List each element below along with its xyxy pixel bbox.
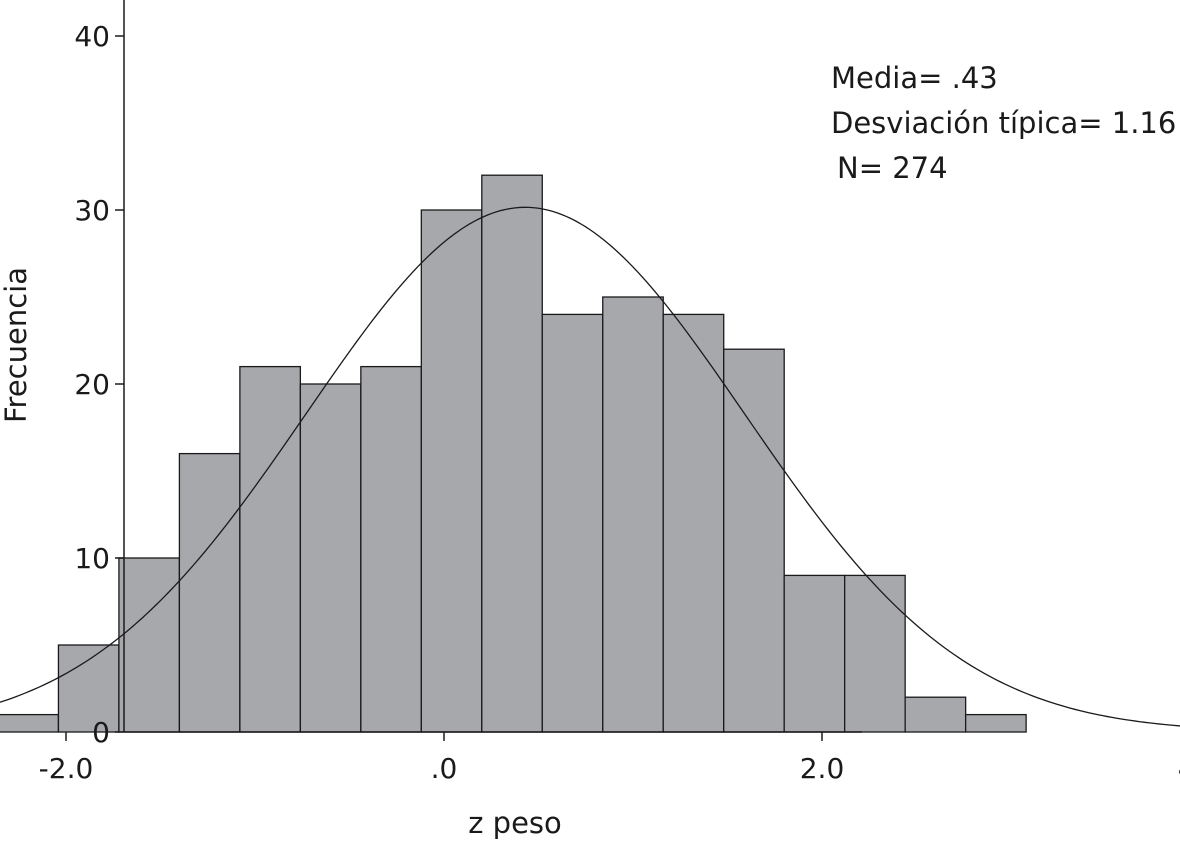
x-tick-label--2.0: -2.0 bbox=[39, 752, 94, 785]
y-tick-label-30: 30 bbox=[74, 194, 110, 227]
histogram-bar-18 bbox=[964, 713, 1027, 733]
histogram-bar-15 bbox=[783, 574, 846, 733]
histogram-bar-7 bbox=[299, 383, 362, 733]
histogram-bar-14 bbox=[723, 348, 785, 733]
x-axis-title: z peso bbox=[468, 806, 562, 840]
histogram-bar-17 bbox=[904, 696, 967, 733]
histogram-bar-12 bbox=[602, 296, 664, 733]
bars-layer bbox=[0, 174, 1027, 733]
normal-curve bbox=[0, 206, 1180, 727]
histogram-bar-8 bbox=[360, 365, 422, 733]
histogram-bar-5 bbox=[178, 452, 241, 733]
histogram-bar-13 bbox=[662, 313, 725, 733]
y-tick-label-10: 10 bbox=[74, 542, 110, 575]
y-tick-label-0: 0 bbox=[92, 716, 110, 749]
x-tick-label-.0: .0 bbox=[431, 752, 458, 785]
y-axis-title: Frecuencia bbox=[0, 267, 33, 423]
y-tick-label-40: 40 bbox=[74, 20, 110, 53]
y-tick-label-20: 20 bbox=[74, 368, 110, 401]
stats-mean: Media= .43 bbox=[831, 61, 998, 95]
stats-sd: Desviación típica= 1.16 bbox=[831, 106, 1177, 140]
histogram-bar-2 bbox=[0, 713, 60, 733]
histogram-bar-11 bbox=[541, 313, 604, 733]
histogram-bar-4 bbox=[118, 557, 181, 733]
x-ticks-layer: -2.0 .0 2.0 4.0 bbox=[39, 732, 1180, 785]
y-ticks-layer: 0 10 20 30 40 bbox=[74, 20, 124, 749]
histogram-bar-10 bbox=[481, 174, 543, 733]
stats-box: Media= .43 Desviación típica= 1.16 N= 27… bbox=[831, 56, 1176, 191]
histogram-bar-9 bbox=[420, 209, 483, 733]
histogram-bar-16 bbox=[844, 574, 906, 733]
stats-n: N= 274 bbox=[837, 151, 948, 185]
x-tick-label-4.0: 4.0 bbox=[1178, 752, 1180, 785]
x-tick-label-2.0: 2.0 bbox=[800, 752, 845, 785]
histogram-bar-6 bbox=[239, 365, 302, 733]
